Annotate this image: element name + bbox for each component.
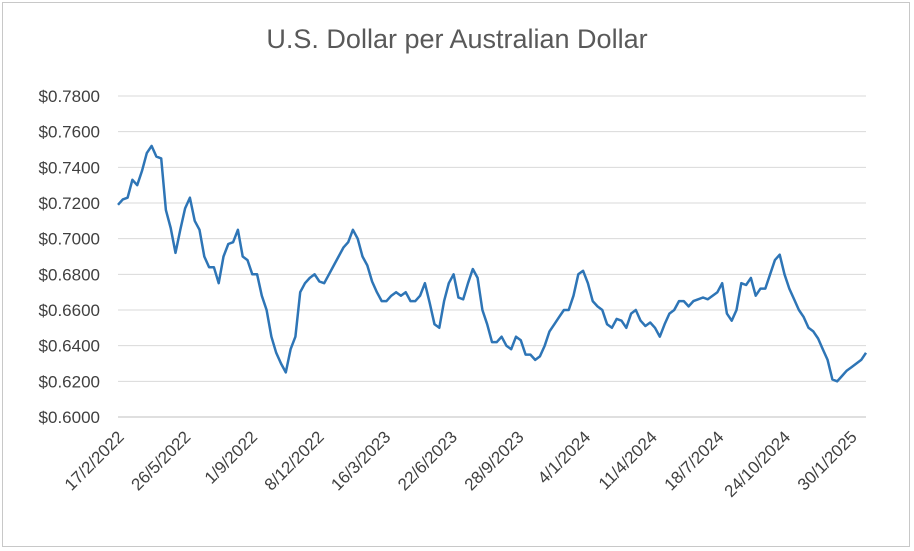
series-layer	[117, 144, 868, 383]
y-axis-ticks: $0.6000 $0.6200 $0.6400 $0.6600 $0.6800 $0.70…	[39, 87, 100, 427]
gridlines	[118, 95, 866, 418]
y-tick-label: $0.6600	[39, 301, 100, 320]
y-tick-label: $0.6200	[39, 372, 100, 391]
x-tick-label: 11/4/2024	[595, 427, 661, 493]
x-tick-label: 24/10/2024	[721, 427, 795, 501]
x-tick-label: 1/9/2022	[201, 427, 261, 487]
x-tick-label: 18/7/2024	[661, 427, 728, 494]
x-axis-ticks: 17/2/2022 26/5/2022 1/9/2022 8/12/2022 16/3/…	[61, 427, 861, 501]
y-tick-label: $0.6800	[39, 265, 100, 284]
y-tick-label: $0.7200	[39, 194, 100, 213]
y-tick-label: $0.6000	[39, 408, 100, 427]
series-line-aud-usd	[117, 144, 868, 383]
y-tick-label: $0.7400	[39, 158, 100, 177]
y-tick-label: $0.7800	[39, 87, 100, 106]
x-tick-label: 30/1/2025	[794, 427, 861, 494]
x-tick-label: 4/1/2024	[534, 427, 594, 487]
x-tick-label: 8/12/2022	[261, 427, 328, 494]
x-tick-label: 16/3/2023	[327, 427, 394, 494]
x-tick-label: 22/6/2023	[394, 427, 461, 494]
y-tick-label: $0.6400	[39, 337, 100, 356]
x-tick-label: 26/5/2022	[128, 427, 195, 494]
y-tick-label: $0.7000	[39, 230, 100, 249]
x-tick-label: 17/2/2022	[61, 427, 128, 494]
y-tick-label: $0.7600	[39, 123, 100, 142]
chart-title: U.S. Dollar per Australian Dollar	[266, 24, 648, 54]
x-tick-label: 28/9/2023	[461, 427, 528, 494]
